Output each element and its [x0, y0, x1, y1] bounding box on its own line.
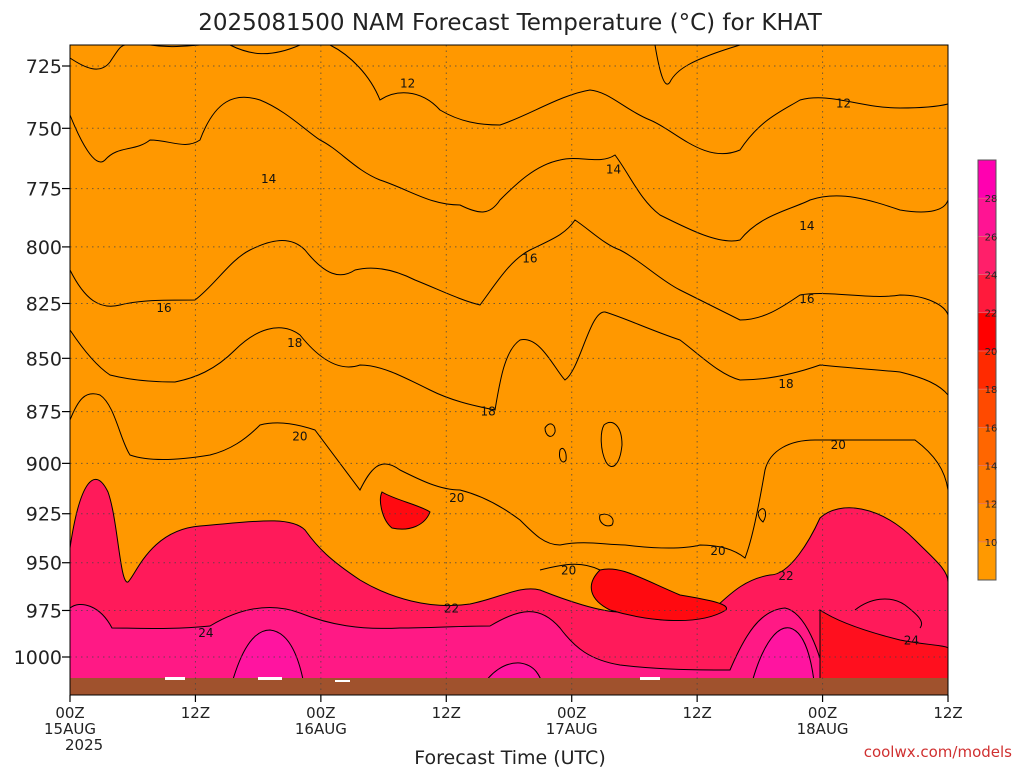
contour-14: [69, 96, 949, 242]
contour-label-14: 20: [561, 563, 576, 577]
contour-labels: 12 12 14 14 14 16 16 16 18 18 18 20 20 20 20 20 22 22 24 24: [156, 77, 919, 648]
y-tick-label-800: 800: [26, 237, 62, 259]
contour-label-1: 12: [836, 97, 851, 111]
contour-label-16: 22: [444, 602, 459, 616]
y-tick-label-825: 825: [26, 293, 62, 315]
y-tick-label-1000: 1000: [14, 647, 62, 669]
y-tick-label-900: 900: [26, 453, 62, 475]
y-tick-label-750: 750: [26, 118, 62, 140]
x-tick-label-72-2: 18AUG: [797, 720, 849, 738]
x-tick-label-0-2: 15AUG: [44, 720, 96, 738]
credit-text: coolwx.com/models: [864, 743, 1012, 761]
colorbar-tick-16: 16: [985, 423, 998, 434]
contour-label-4: 14: [799, 219, 814, 233]
contour-label-17: 22: [778, 569, 793, 583]
contour-label-5: 16: [522, 251, 537, 265]
chart-title: 2025081500 NAM Forecast Temperature (°C)…: [198, 10, 822, 36]
y-tick-label-950: 950: [26, 553, 62, 575]
x-tick-label-48-2: 17AUG: [546, 720, 598, 738]
contour-label-15: 20: [831, 438, 846, 452]
colorbar: 10 12 14 16 18 20 22 24 26 28: [977, 159, 998, 581]
contour-24-extra: [854, 598, 923, 629]
contour-label-2: 14: [261, 172, 276, 186]
contour-label-3: 14: [606, 162, 621, 176]
contour-label-13: 20: [710, 544, 725, 558]
x-tick-label-0-1: 00Z: [55, 704, 84, 722]
x-tick-label-0-3: 2025: [65, 736, 103, 754]
ground-top-edge: [165, 677, 660, 682]
x-tick-label-84-1: 12Z: [933, 704, 962, 722]
colorbar-tick-20: 20: [985, 347, 998, 358]
region-cool-patch: [819, 609, 949, 691]
x-tick-label-12-1: 12Z: [181, 704, 210, 722]
region-20-patch-b: [379, 491, 431, 530]
colorbar-tick-14: 14: [985, 461, 998, 472]
colorbar-tick-12: 12: [985, 500, 998, 511]
contour-label-0: 12: [400, 77, 415, 91]
y-axis: 725 750 775 800 825 850 875 900 925 950 975 1000: [14, 56, 70, 669]
x-tick-label-24-1: 00Z: [306, 704, 335, 722]
x-tick-label-36-1: 12Z: [432, 704, 461, 722]
y-tick-label-925: 925: [26, 504, 62, 526]
contour-label-9: 18: [480, 405, 495, 419]
y-tick-label-875: 875: [26, 402, 62, 424]
contour-label-19: 24: [904, 633, 919, 647]
x-axis-label: Forecast Time (UTC): [414, 747, 605, 768]
x-tick-label-72-1: 00Z: [808, 704, 837, 722]
contour-16: [69, 219, 949, 321]
colorbar-tick-28: 28: [985, 194, 998, 205]
x-tick-label-24-2: 16AUG: [295, 720, 347, 738]
contour-18: [69, 311, 949, 467]
contour-label-12: 20: [449, 491, 464, 505]
contour-label-18: 24: [198, 626, 213, 640]
colorbar-tick-24: 24: [985, 271, 998, 282]
colorbar-tick-22: 22: [985, 309, 998, 320]
contour-20-lower: [539, 563, 601, 571]
ground: [70, 678, 948, 695]
y-tick-label-850: 850: [26, 348, 62, 370]
x-tick-label-48-1: 00Z: [557, 704, 586, 722]
colorbar-swatch-10: [977, 159, 997, 199]
colorbar-tick-10: 10: [985, 538, 998, 549]
plot-area: 12 12 14 14 14 16 16 16 18 18 18 20 20 20 20 20 22 22 24 24: [69, 44, 949, 696]
colorbar-tick-18: 18: [985, 385, 998, 396]
colorbar-tick-26: 26: [985, 232, 998, 243]
contour-label-7: 16: [799, 292, 814, 306]
contour-label-10: 18: [778, 377, 793, 391]
contour-12: [69, 44, 949, 155]
y-tick-label-775: 775: [26, 179, 62, 201]
contour-label-8: 18: [287, 336, 302, 350]
y-tick-label-725: 725: [26, 56, 62, 78]
plot-frame: [69, 44, 949, 696]
contour-label-11: 20: [292, 430, 307, 444]
grid-lines: [69, 45, 949, 695]
x-tick-label-60-1: 12Z: [682, 704, 711, 722]
contour-20: [69, 393, 949, 559]
contour-lines: [69, 44, 949, 629]
y-tick-label-975: 975: [26, 600, 62, 622]
contour-label-6: 16: [156, 301, 171, 315]
colorbar-frame: [977, 159, 997, 581]
